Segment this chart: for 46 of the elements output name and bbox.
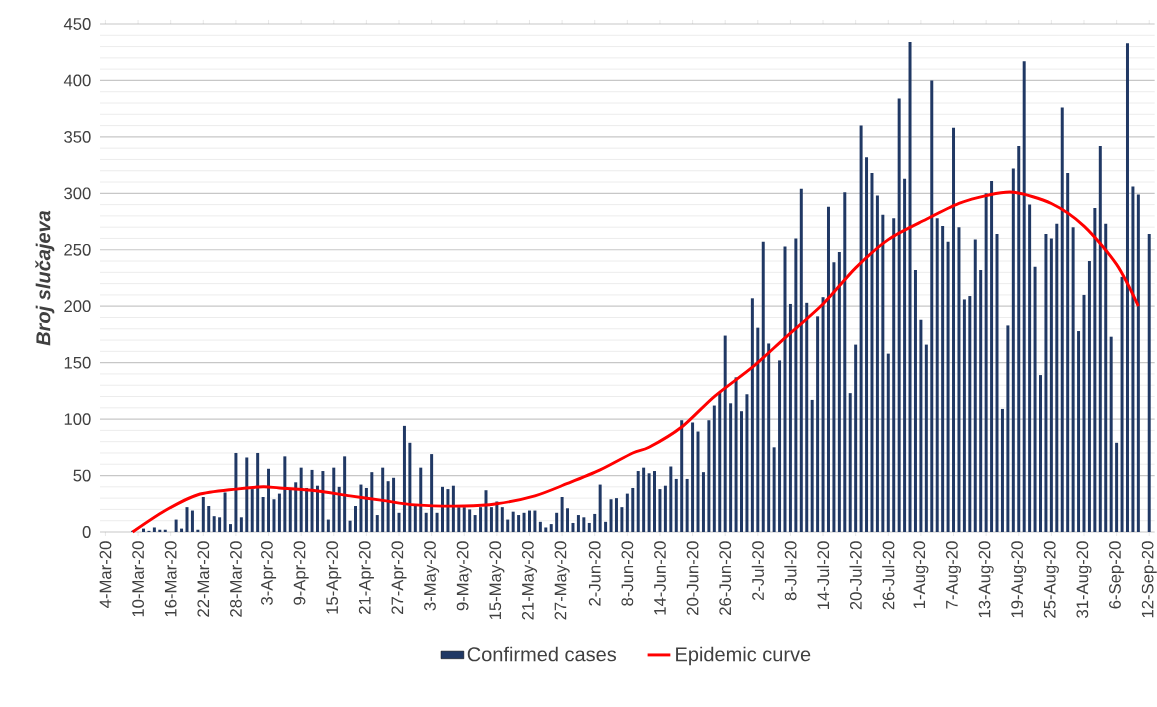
x-tick-label: 22-Mar-20: [197, 541, 210, 617]
legend-label: Confirmed cases: [467, 646, 617, 662]
y-tick-label: 250: [64, 243, 91, 256]
x-tick-label: 31-Aug-20: [1076, 541, 1092, 618]
x-tick-label: 27-May-20: [554, 541, 570, 620]
x-tick-label: 8-Jul-20: [784, 541, 797, 601]
x-tick-label: 28-Mar-20: [230, 541, 242, 617]
x-tick-label: 6-Sep-20: [1109, 541, 1125, 609]
x-tick-label: 2-Jun-20: [588, 541, 601, 606]
y-tick-label: 50: [73, 469, 91, 482]
x-tick-label: 9-May-20: [456, 541, 472, 611]
x-tick-label: 21-Apr-20: [358, 541, 374, 614]
x-tick-label: 8-Jun-20: [621, 541, 634, 606]
x-tick-label: 1-Aug-20: [913, 541, 929, 608]
y-tick-label: 300: [64, 187, 91, 200]
x-tick-label: 27-Apr-20: [391, 541, 407, 614]
x-tick-label: 12-Sep-20: [1141, 541, 1157, 618]
x-tick-label: 19-Aug-20: [1011, 541, 1027, 618]
y-tick-label: 150: [64, 356, 91, 369]
x-tick-label: 25-Aug-20: [1043, 541, 1059, 618]
x-tick-label: 9-Apr-20: [293, 541, 309, 605]
x-tick-label: 3-May-20: [424, 541, 440, 611]
x-tick-label: 2-Jul-20: [751, 541, 764, 601]
y-axis-title: Broj slučajeva: [35, 210, 55, 346]
x-tick-label: 15-Apr-20: [326, 541, 342, 614]
x-tick-label: 20-Jul-20: [849, 541, 862, 610]
x-tick-label: 26-Jul-20: [882, 541, 895, 610]
legend-label: Epidemic curve: [676, 646, 811, 666]
y-tick-label: 0: [82, 526, 91, 538]
x-tick-label: 20-Jun-20: [686, 541, 699, 615]
x-tick-label: 14-Jun-20: [654, 541, 666, 615]
y-tick-label: 100: [64, 413, 91, 426]
x-tick-label: 26-Jun-20: [719, 541, 732, 615]
x-tick-label: 13-Aug-20: [978, 541, 994, 618]
y-tick-label: 350: [64, 130, 91, 143]
x-tick-label: 15-May-20: [489, 541, 505, 620]
x-tick-label: 7-Aug-20: [945, 541, 962, 609]
x-tick-label: 16-Mar-20: [164, 541, 177, 617]
y-tick-label: 400: [63, 74, 91, 87]
x-tick-label: 21-May-20: [521, 541, 538, 620]
y-tick-label: 200: [64, 300, 91, 313]
x-tick-label: 10-Mar-20: [132, 541, 144, 617]
x-tick-label: 14-Jul-20: [816, 541, 830, 609]
y-tick-label: 450: [63, 18, 91, 30]
x-tick-label: 3-Apr-20: [261, 541, 277, 605]
x-tick-label: 4-Mar-20: [99, 541, 112, 608]
